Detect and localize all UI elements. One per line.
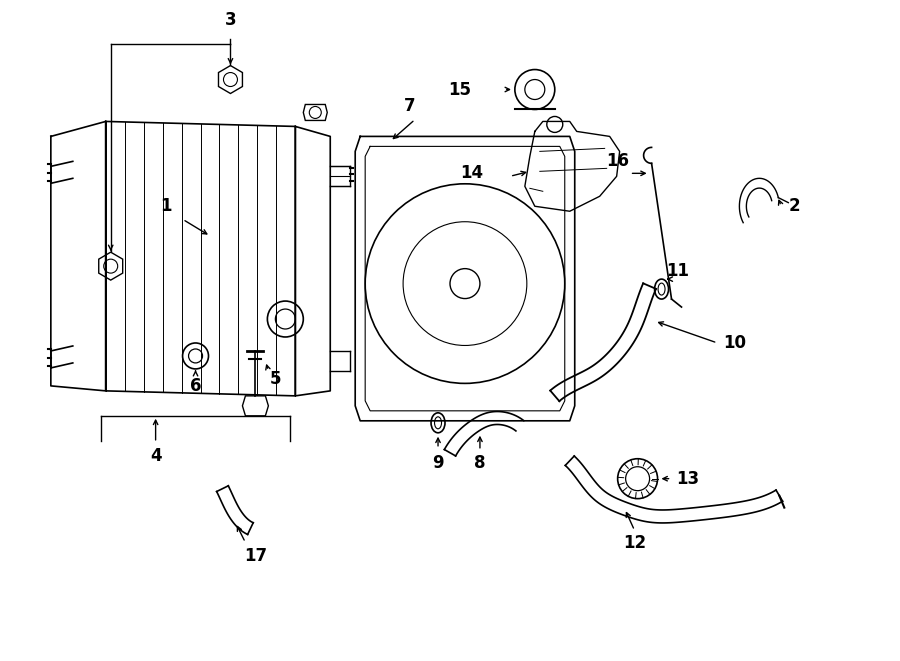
Text: 17: 17 [244,547,267,564]
Text: 2: 2 [788,197,800,215]
Text: 5: 5 [270,370,281,388]
Text: 16: 16 [606,152,629,171]
Text: 3: 3 [225,11,237,28]
Text: 8: 8 [474,453,486,472]
Text: 12: 12 [623,533,646,551]
Text: 4: 4 [149,447,161,465]
Text: 1: 1 [160,197,171,215]
Text: 11: 11 [666,262,689,280]
Text: 9: 9 [432,453,444,472]
Text: 14: 14 [461,165,483,182]
Text: 7: 7 [404,97,416,116]
Text: 15: 15 [448,81,472,98]
Text: 10: 10 [723,334,746,352]
Text: 13: 13 [676,470,699,488]
Text: 6: 6 [190,377,202,395]
